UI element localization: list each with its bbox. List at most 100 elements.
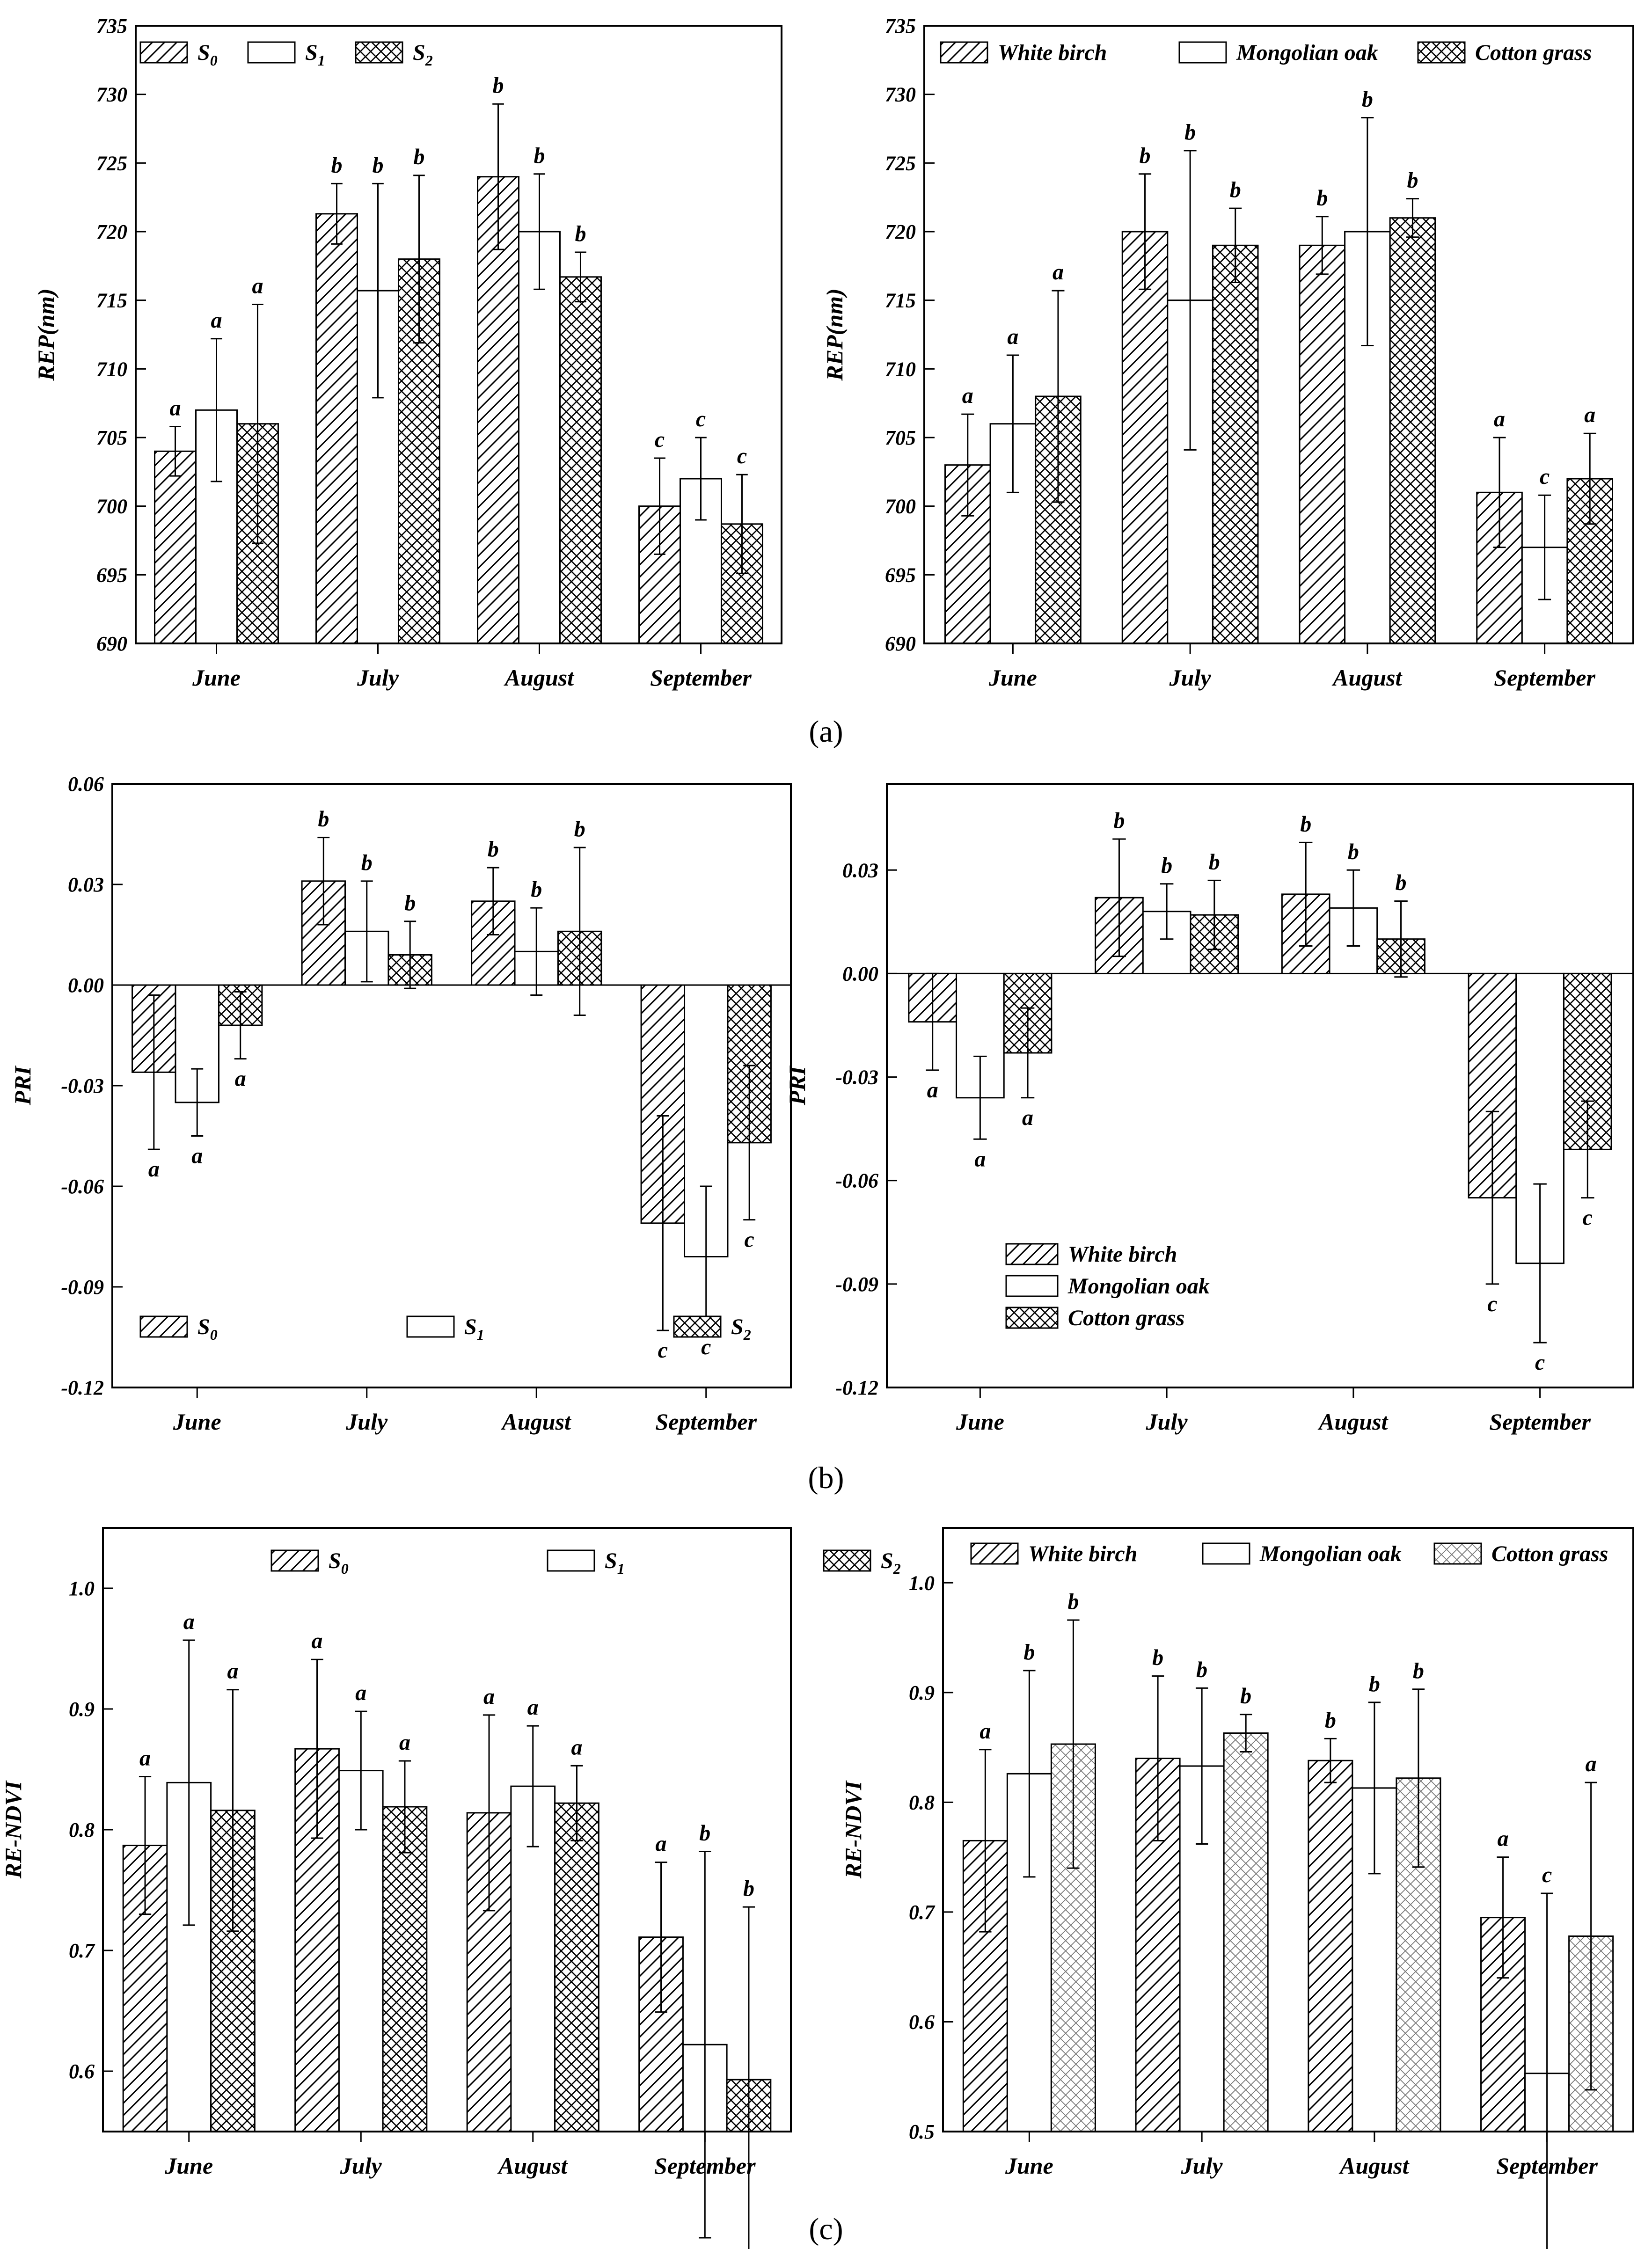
x-tick-label: July	[1169, 664, 1212, 691]
significance-letter: a	[656, 1832, 667, 1856]
chart-b-right: June a a a July b b b August b b b September c c c -0.12…	[784, 783, 1634, 1435]
significance-letter: b	[1230, 177, 1241, 202]
significance-letter: b	[1369, 1672, 1380, 1696]
significance-letter: a	[355, 1680, 366, 1705]
y-tick-label: 705	[96, 426, 127, 449]
y-tick-label: 690	[96, 632, 127, 655]
significance-letter: b	[1196, 1657, 1207, 1682]
significance-letter: b	[361, 850, 373, 875]
significance-letter: c	[1487, 1292, 1497, 1316]
significance-letter: a	[399, 1730, 410, 1755]
legend-label-s1: S1	[305, 40, 325, 69]
plot-frame	[102, 1527, 792, 2132]
significance-letter: b	[1325, 1708, 1336, 1732]
y-tick-label: -0.09	[61, 1276, 104, 1299]
plot-frame	[111, 783, 792, 1388]
significance-letter: b	[493, 73, 504, 98]
y-tick-label: 0.00	[842, 962, 878, 985]
y-tick-label: 695	[885, 563, 916, 586]
y-tick-label: 710	[96, 358, 127, 380]
significance-letter: a	[139, 1745, 151, 1770]
significance-letter: b	[1140, 143, 1151, 168]
y-tick-label: 0.03	[68, 873, 104, 896]
legend: White birch Mongolian oak Cotton grass	[1005, 1242, 1210, 1330]
x-tick-label: August	[497, 2153, 568, 2179]
y-tick-label: 0.7	[69, 1939, 95, 1962]
legend-swatch-white-birch	[970, 1542, 1019, 1565]
significance-letter: a	[1494, 407, 1505, 431]
significance-letter: c	[696, 407, 706, 431]
legend-label-cotton-grass: Cotton grass	[1475, 40, 1592, 65]
y-tick-label: 730	[96, 83, 127, 106]
y-tick-label: -0.03	[61, 1074, 104, 1097]
legend-swatch-mongolian-oak	[1178, 41, 1227, 64]
y-tick-label: 710	[885, 358, 916, 380]
y-tick-label: 0.6	[69, 2060, 95, 2083]
y-tick-label: 1.0	[69, 1577, 95, 1600]
significance-letter: b	[1300, 811, 1311, 836]
significance-letter: b	[743, 1876, 754, 1901]
legend-swatch-s1	[406, 1315, 455, 1338]
significance-letter: a	[1584, 402, 1595, 427]
panel-label-c: (c)	[809, 2212, 843, 2246]
legend-label-mongolian-oak: Mongolian oak	[1259, 1541, 1402, 1566]
legend-swatch-cotton-grass	[1005, 1307, 1059, 1329]
y-axis-label: REP(nm)	[821, 288, 848, 381]
significance-letter: b	[331, 153, 343, 177]
significance-letter: a	[148, 1157, 160, 1182]
y-tick-label: 0.9	[909, 1681, 935, 1704]
significance-letter: a	[1007, 324, 1018, 349]
x-tick-label: September	[1489, 1409, 1591, 1435]
significance-letter: b	[413, 145, 424, 169]
y-tick-label: 0.8	[909, 1791, 935, 1814]
significance-letter: a	[252, 273, 263, 298]
legend-label-white-birch: White birch	[998, 40, 1107, 65]
x-tick-label: July	[1181, 2153, 1223, 2179]
significance-letter: a	[1498, 1826, 1509, 1851]
x-tick-label: June	[164, 2153, 213, 2179]
significance-letter: b	[1413, 1658, 1424, 1683]
legend-label-cotton-grass: Cotton grass	[1068, 1306, 1184, 1330]
significance-letter: c	[658, 1338, 668, 1363]
significance-letter: a	[170, 396, 181, 421]
bar-s2-august	[554, 1802, 599, 2132]
legend: White birch Mongolian oak Cotton grass	[940, 40, 1592, 65]
legend-label-cotton-grass: Cotton grass	[1491, 1541, 1608, 1566]
y-tick-label: 0.03	[842, 859, 878, 882]
panel-label-a: (a)	[809, 715, 843, 749]
legend-swatch-mongolian-oak	[1202, 1542, 1250, 1565]
legend-swatch-cotton-grass	[1417, 41, 1466, 64]
x-tick-label: July	[340, 2153, 382, 2179]
bar-cotton-grass-august	[1389, 217, 1436, 644]
significance-letter: b	[1067, 1589, 1079, 1614]
x-tick-label: June	[956, 1409, 1004, 1435]
charts-root: June a a a July b b b August b b b September c c c 690 69…	[0, 15, 1634, 2249]
bar-s0-june	[154, 450, 197, 644]
legend-label-s2: S2	[881, 1548, 901, 1577]
x-tick-label: August	[501, 1409, 572, 1435]
y-tick-label: 720	[96, 220, 127, 243]
significance-letter: c	[1535, 1350, 1545, 1375]
legend-label-s0: S0	[197, 1314, 218, 1343]
bar-s0-july	[315, 213, 358, 644]
plot-frame	[923, 25, 1634, 644]
y-tick-label: -0.06	[835, 1169, 878, 1192]
legend-label-white-birch: White birch	[1068, 1242, 1177, 1267]
legend-swatch-s2	[673, 1315, 722, 1338]
significance-letter: c	[1540, 464, 1550, 489]
x-tick-label: August	[1317, 1409, 1389, 1435]
significance-letter: b	[534, 143, 545, 168]
significance-letter: b	[1161, 853, 1172, 878]
y-tick-label: 705	[885, 426, 916, 449]
significance-letter: a	[211, 308, 222, 333]
significance-letter: c	[737, 444, 747, 468]
bar-s1-august	[518, 231, 561, 644]
legend-swatch-s0	[270, 1549, 319, 1572]
significance-letter: a	[235, 1066, 246, 1091]
y-tick-label: -0.03	[835, 1066, 878, 1089]
significance-letter: c	[1583, 1205, 1593, 1230]
chart-a-left: June a a a July b b b August b b b September c c c 690 69…	[33, 15, 782, 691]
y-tick-label: 0.06	[68, 773, 104, 796]
